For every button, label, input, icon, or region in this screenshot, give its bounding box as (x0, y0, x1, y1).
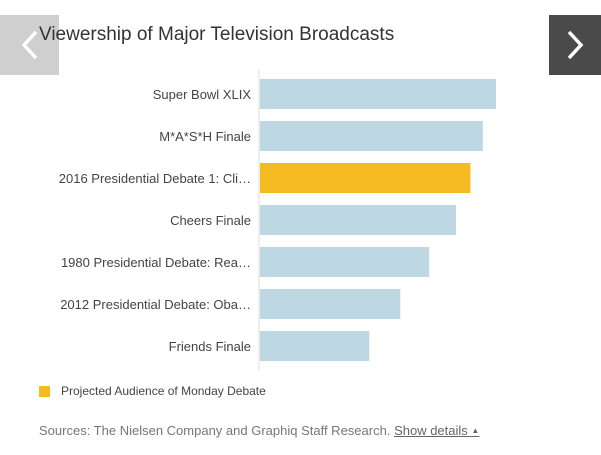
category-label: Cheers Finale (170, 213, 251, 228)
bar[interactable] (260, 163, 471, 193)
category-label: M*A*S*H Finale (159, 129, 251, 144)
category-label: Super Bowl XLIX (153, 87, 252, 102)
caret-up-icon: ▲ (471, 426, 480, 435)
bar[interactable] (260, 331, 370, 361)
chevron-left-icon (21, 30, 37, 60)
bar[interactable] (260, 205, 456, 235)
show-details-link[interactable]: Show details ▲ (394, 423, 479, 438)
legend: Projected Audience of Monday Debate (39, 384, 266, 398)
chevron-right-icon (567, 30, 584, 60)
chart-title: Viewership of Major Television Broadcast… (39, 24, 395, 45)
category-label: 1980 Presidential Debate: Rea… (61, 255, 251, 270)
legend-swatch (39, 385, 50, 397)
show-details-label: Show details (394, 423, 468, 438)
bar-chart: Super Bowl XLIX M*A*S*H Finale 2016 Presid… (59, 70, 496, 370)
sources: Sources: The Nielsen Company and Graphiq… (39, 423, 479, 438)
sources-text: Sources: The Nielsen Company and Graphiq… (39, 423, 391, 438)
legend-label: Projected Audience of Monday Debate (61, 384, 266, 398)
category-label: 2012 Presidential Debate: Oba… (60, 297, 251, 312)
category-label: Friends Finale (169, 339, 251, 354)
bar[interactable] (260, 79, 496, 109)
next-button[interactable] (549, 15, 601, 75)
previous-button[interactable] (0, 15, 59, 75)
bar[interactable] (260, 121, 483, 151)
bar[interactable] (260, 289, 401, 319)
bar[interactable] (260, 247, 430, 277)
category-label: 2016 Presidential Debate 1: Cli… (59, 171, 251, 186)
